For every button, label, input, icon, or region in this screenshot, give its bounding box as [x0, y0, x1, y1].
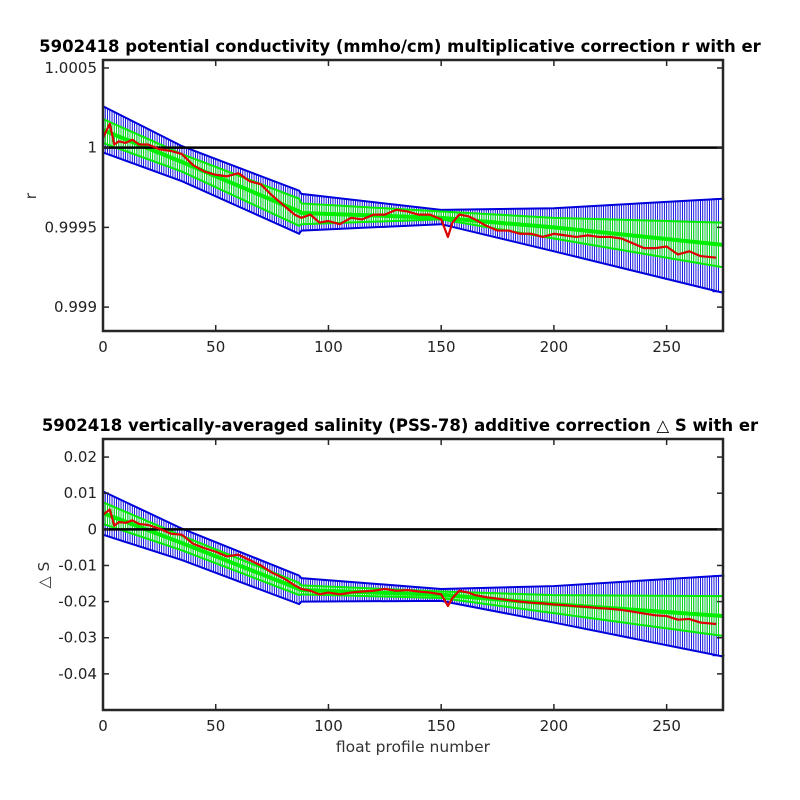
error-bars-outer [103, 105, 723, 294]
error-envelope-upper [103, 105, 723, 211]
plot-contents [103, 105, 723, 294]
x-tick-label: 100 [314, 717, 343, 735]
x-tick-label: 200 [540, 338, 569, 356]
y-tick-label: 0 [87, 520, 97, 538]
measured-line [103, 508, 717, 626]
fit-line [103, 128, 723, 247]
plot-area-conductivity: 0 50 100 150 200 250 0.999 0.9995 1 1.0005 [45, 58, 725, 356]
x-axis: 0 50 100 150 200 250 [98, 439, 681, 735]
x-tick-label: 250 [652, 338, 681, 356]
measured-line [103, 122, 717, 259]
inner-envelope-lower [103, 522, 723, 637]
conductivity-correction-chart: 5902418 potential conductivity (mmho/cm)… [22, 37, 762, 356]
x-tick-label: 150 [427, 338, 456, 356]
y-tick-label: -0.04 [58, 665, 97, 683]
plot-area-salinity: 0 50 100 150 200 250 -0.04 -0.03 -0.02 -0.01 0 0.01… [58, 437, 725, 735]
error-envelope-lower [103, 533, 723, 658]
error-envelope-upper [103, 490, 723, 590]
x-tick-label: 0 [98, 338, 108, 356]
y-axis: -0.04 -0.03 -0.02 -0.01 0 0.01 0.02 [58, 448, 723, 683]
salinity-correction-chart: 5902418 vertically-averaged salinity (PS… [35, 416, 759, 756]
y-axis: 0.999 0.9995 1 1.0005 [45, 59, 723, 316]
y-tick-label: -0.02 [58, 593, 97, 611]
x-tick-label: 50 [206, 338, 225, 356]
y-axis-label-r: r [22, 192, 40, 199]
axes-box [101, 58, 725, 333]
x-tick-label: 200 [540, 717, 569, 735]
error-bars-inner [103, 501, 723, 637]
error-envelope-lower [103, 151, 723, 294]
x-tick-label: 250 [652, 717, 681, 735]
x-tick-label: 150 [427, 717, 456, 735]
error-bars-outer [103, 490, 723, 658]
x-tick-label: 100 [314, 338, 343, 356]
y-axis-label-delta-s: △ S [35, 562, 53, 589]
plot-contents [103, 490, 723, 658]
inner-envelope-lower [103, 141, 723, 269]
x-tick-label: 0 [98, 717, 108, 735]
y-tick-label: -0.03 [58, 629, 97, 647]
chart-title-salinity: 5902418 vertically-averaged salinity (PS… [42, 416, 759, 435]
y-tick-label: 0.9995 [45, 218, 98, 236]
x-axis: 0 50 100 150 200 250 [98, 60, 681, 356]
y-tick-label: 1 [87, 139, 97, 157]
y-tick-label: 1.0005 [45, 59, 98, 77]
error-bars-inner [103, 118, 723, 269]
y-tick-label: 0.02 [64, 448, 97, 466]
x-tick-label: 50 [206, 717, 225, 735]
y-tick-label: 0.999 [54, 298, 97, 316]
y-tick-label: 0.01 [64, 484, 97, 502]
y-tick-label: -0.01 [58, 556, 97, 574]
x-axis-label: float profile number [336, 738, 491, 756]
chart-title-conductivity: 5902418 potential conductivity (mmho/cm)… [39, 37, 761, 56]
axes-box [101, 437, 725, 712]
